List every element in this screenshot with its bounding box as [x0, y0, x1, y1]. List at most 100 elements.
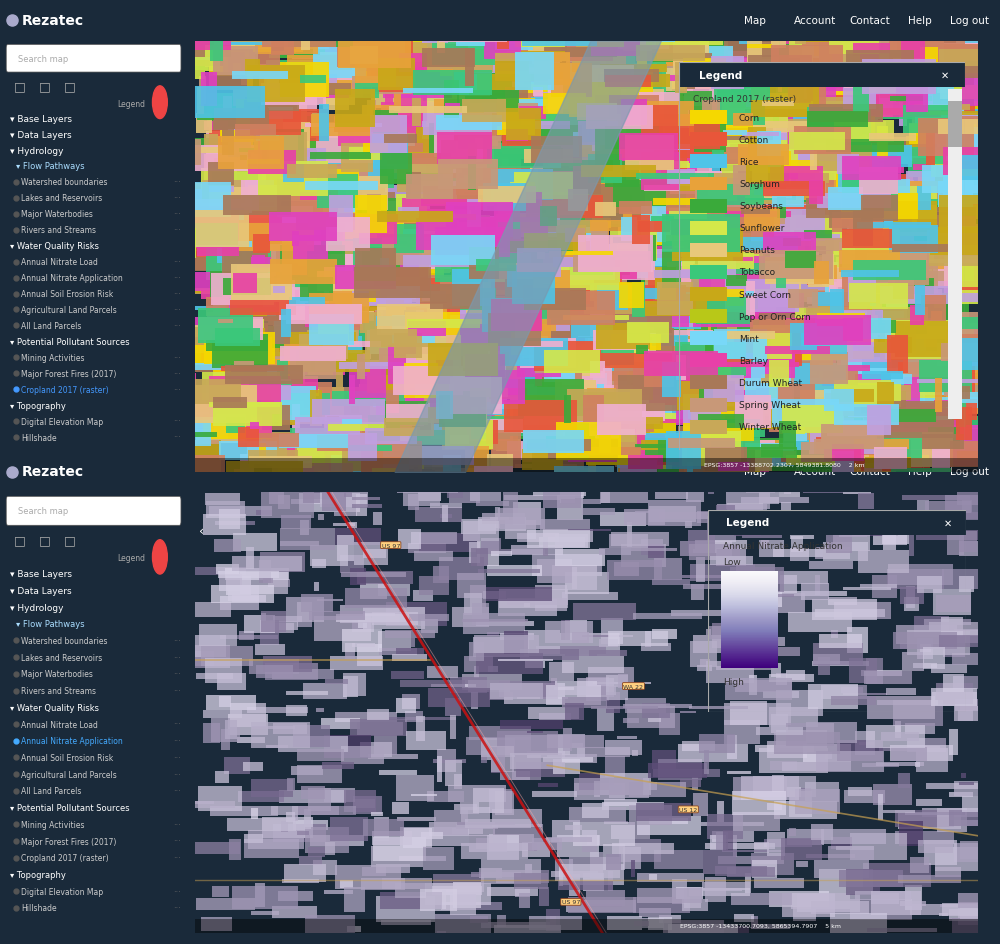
Bar [399, 54, 427, 73]
Bar [571, 317, 647, 344]
Bar [486, 195, 562, 202]
Bar [561, 499, 601, 505]
Bar [489, 789, 512, 813]
Bar [680, 711, 696, 714]
Bar [926, 783, 988, 789]
Bar [303, 478, 320, 503]
Bar [290, 333, 356, 345]
Bar [710, 835, 726, 851]
Bar [682, 253, 754, 269]
Bar [335, 449, 400, 479]
Bar [198, 317, 263, 341]
Bar [874, 179, 910, 194]
Bar [798, 365, 870, 372]
Bar [918, 839, 953, 853]
Bar [205, 45, 220, 72]
Bar [260, 620, 279, 646]
Bar [473, 30, 532, 55]
Bar [329, 196, 353, 233]
Bar [446, 325, 494, 346]
Bar [505, 520, 536, 540]
Bar [291, 208, 318, 221]
Bar [464, 593, 482, 615]
Bar [353, 800, 375, 808]
Bar [435, 914, 491, 936]
Bar [213, 397, 247, 409]
Bar [808, 684, 858, 710]
Bar [650, 46, 727, 76]
Bar [489, 320, 506, 341]
Bar [371, 78, 439, 109]
Bar [684, 887, 701, 907]
Bar [803, 132, 858, 142]
Bar [374, 837, 399, 844]
Bar [889, 226, 938, 254]
Bar [648, 271, 715, 308]
Bar [747, 44, 772, 48]
Bar [791, 382, 816, 389]
Bar [813, 97, 852, 123]
Bar [595, 128, 620, 165]
Bar [571, 425, 584, 449]
Bar [494, 148, 563, 160]
Bar [566, 447, 641, 456]
Bar [489, 692, 513, 700]
Bar [543, 487, 581, 509]
Bar [763, 233, 816, 254]
Bar [678, 311, 689, 329]
Bar [860, 584, 897, 588]
Bar [844, 81, 863, 89]
Text: ···: ··· [173, 353, 181, 362]
Bar [931, 483, 950, 489]
Bar [317, 435, 365, 452]
Bar [644, 317, 654, 322]
Bar [877, 126, 888, 159]
Bar [690, 376, 727, 390]
Bar [735, 363, 756, 391]
Bar [243, 763, 263, 771]
Bar [932, 70, 988, 76]
Bar [188, 49, 205, 80]
Bar [940, 89, 998, 101]
Bar [552, 342, 605, 379]
Bar [715, 110, 773, 143]
Bar [255, 884, 265, 907]
Bar [334, 70, 387, 84]
Bar [590, 852, 603, 878]
Bar [487, 835, 519, 860]
Bar [859, 214, 903, 228]
FancyBboxPatch shape [6, 497, 181, 526]
Bar [609, 435, 665, 455]
Bar [388, 346, 453, 384]
Bar [830, 290, 844, 317]
Bar [440, 144, 496, 154]
Bar [260, 390, 307, 403]
Bar [557, 834, 599, 857]
Bar [361, 78, 391, 86]
Bar [432, 30, 495, 66]
Bar [380, 129, 424, 143]
Bar [597, 708, 614, 732]
Text: Contact: Contact [850, 467, 890, 477]
Bar [405, 123, 471, 156]
Bar [404, 363, 438, 398]
Bar [310, 835, 364, 846]
Bar [453, 158, 508, 192]
Text: Rivers and Streams: Rivers and Streams [21, 686, 96, 696]
Bar [775, 571, 828, 584]
Bar [510, 394, 581, 421]
Bar [745, 375, 794, 403]
Text: Lakes and Reservoirs: Lakes and Reservoirs [21, 653, 103, 662]
Bar [476, 838, 518, 849]
Bar [462, 99, 506, 123]
Bar [403, 488, 440, 507]
Bar [538, 129, 586, 156]
Bar [557, 218, 591, 254]
Bar [709, 76, 778, 106]
Bar [470, 585, 486, 608]
Bar [543, 355, 615, 371]
Bar [765, 378, 786, 387]
Bar [812, 293, 876, 307]
Bar [566, 59, 606, 95]
Bar [403, 256, 478, 267]
